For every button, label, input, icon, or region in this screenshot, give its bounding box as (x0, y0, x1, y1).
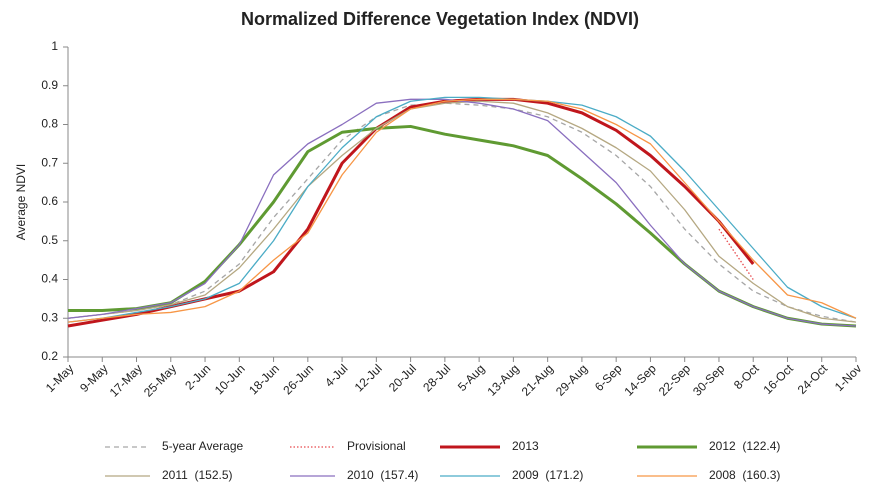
y-tick-label: 0.6 (41, 194, 58, 208)
x-tick-label: 4-Jul (322, 361, 350, 389)
x-tick-label: 6-Sep (592, 361, 625, 394)
x-tick-label: 24-Oct (795, 361, 831, 397)
x-tick-label: 29-Aug (553, 361, 590, 398)
x-tick-label: 30-Sep (690, 361, 727, 398)
y-tick-label: 0.5 (41, 233, 58, 247)
y-axis-label: Average NDVI (14, 164, 28, 240)
legend-label: 2009 (171.2) (512, 468, 583, 482)
y-tick-label: 0.7 (41, 155, 58, 169)
legend-label: 2011 (152.5) (162, 468, 233, 482)
legend-label: 2013 (512, 439, 539, 453)
x-tick-label: 28-Jul (420, 361, 453, 394)
y-tick-label: 0.9 (41, 78, 58, 92)
x-tick-label: 8-Oct (731, 361, 762, 392)
series-line (68, 124, 857, 328)
legend-label: 2010 (157.4) (347, 468, 418, 482)
x-tick-label: 1-Nov (832, 361, 865, 394)
x-tick-label: 14-Sep (622, 361, 659, 398)
legend-label: 5-year Average (162, 439, 243, 453)
legend-label: 2008 (160.3) (709, 468, 780, 482)
series-line (67, 100, 857, 323)
x-tick-label: 10-Jun (212, 361, 248, 397)
x-tick-label: 1-May (43, 361, 76, 394)
chart-title: Normalized Difference Vegetation Index (… (241, 9, 639, 29)
series-line (67, 97, 755, 328)
series-line (67, 96, 857, 323)
x-tick-label: 22-Sep (656, 361, 693, 398)
x-tick-label: 16-Oct (760, 361, 796, 397)
x-tick-label: 26-Jun (280, 361, 316, 397)
legend-label: 2012 (122.4) (709, 439, 780, 453)
x-tick-label: 5-Aug (455, 361, 488, 394)
series-line (67, 98, 857, 323)
x-tick-label: 13-Aug (484, 361, 521, 398)
x-tick-label: 20-Jul (386, 361, 419, 394)
x-tick-label: 25-May (141, 361, 179, 399)
y-tick-label: 1 (51, 39, 58, 53)
x-tick-label: 2-Jun (182, 361, 213, 392)
y-tick-label: 0.3 (41, 310, 58, 324)
y-tick-label: 0.4 (41, 272, 58, 286)
y-tick-label: 0.2 (41, 349, 58, 363)
x-tick-label: 17-May (107, 361, 145, 399)
series-line (67, 98, 857, 327)
x-tick-label: 18-Jun (246, 361, 282, 397)
y-tick-label: 0.8 (41, 117, 58, 131)
x-tick-label: 21-Aug (519, 361, 556, 398)
x-tick-label: 12-Jul (352, 361, 385, 394)
legend-label: Provisional (347, 439, 406, 453)
